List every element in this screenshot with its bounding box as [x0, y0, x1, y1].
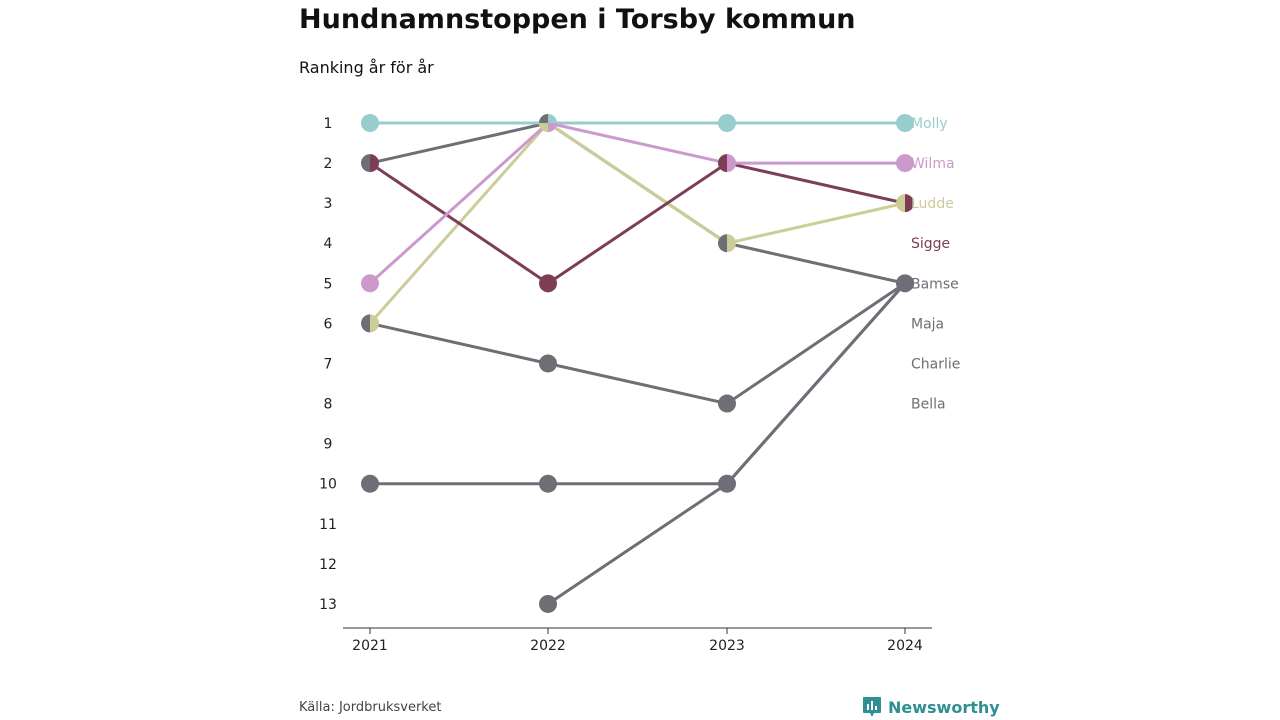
point-half: [361, 154, 370, 173]
brand-name: Newsworthy: [888, 697, 1000, 717]
chart-title: Hundnamnstoppen i Torsby kommun: [299, 4, 856, 35]
y-tick-label: 6: [324, 316, 333, 332]
point-half: [727, 154, 736, 173]
point-maja-2022: [539, 354, 557, 373]
point-half: [539, 123, 548, 132]
y-tick-label: 9: [324, 437, 333, 453]
chart-subtitle: Ranking år för år: [299, 58, 434, 77]
x-tick-label: 2022: [530, 638, 566, 654]
point-bamse-sigge-2021: [361, 154, 379, 173]
point-half: [718, 154, 727, 173]
point-wilma-2021: [361, 274, 379, 293]
point-half: [896, 194, 905, 213]
y-tick-label: 12: [319, 557, 337, 573]
point-molly-2023: [718, 114, 736, 132]
x-tick-label: 2023: [709, 638, 745, 654]
point-bella-charlie-2023: [718, 474, 736, 493]
point-ludde-sigge-2024: [896, 194, 914, 213]
point-half: [548, 123, 557, 132]
point-half: [905, 194, 914, 213]
series-line-maja: [369, 282, 906, 406]
point-half: [370, 314, 379, 333]
y-tick-label: 11: [319, 517, 337, 533]
end-label-ludde: Ludde: [911, 196, 954, 212]
end-label-bella: Bella: [911, 397, 946, 413]
y-tick-label: 1: [324, 116, 333, 132]
point-wilma-2024: [896, 154, 914, 173]
point-charlie-2021: [361, 474, 379, 493]
bar-chart-icon: [863, 697, 881, 717]
x-axis: 2021 2022 2023 2024: [352, 628, 923, 654]
series-line-charlie: [370, 282, 907, 486]
y-tick-label: 10: [319, 477, 337, 493]
series-line-wilma: [368, 121, 905, 285]
series-line-sigge: [369, 161, 906, 285]
series-points: [361, 114, 914, 613]
point-bamse-ludde-wilma-molly-2022: [539, 114, 557, 132]
point-half: [727, 234, 736, 253]
series-line-bamse: [369, 121, 906, 285]
point-half: [370, 154, 379, 173]
y-tick-label: 2: [324, 156, 333, 172]
y-tick-label: 13: [319, 597, 337, 613]
point-bella-2022: [539, 594, 557, 613]
point-half: [548, 114, 557, 123]
brand-logo: Newsworthy: [862, 696, 1000, 718]
point-sigge-2022: [539, 274, 557, 293]
point-maja-ludde-2021: [361, 314, 379, 333]
point-bella-charlie-maja-bamse-2024: [896, 274, 914, 293]
point-molly-2021: [361, 114, 379, 132]
series-lines: [368, 121, 907, 606]
end-label-molly: Molly: [911, 116, 948, 132]
x-tick-label: 2024: [887, 638, 923, 654]
end-labels: Molly Wilma Ludde Sigge Bamse Maja Charlie Bell…: [911, 116, 960, 413]
end-label-wilma: Wilma: [911, 156, 955, 172]
end-label-sigge: Sigge: [911, 236, 950, 252]
y-tick-label: 3: [324, 196, 333, 212]
end-label-maja: Maja: [911, 316, 944, 332]
point-maja-2023: [718, 394, 736, 413]
y-tick-label: 4: [324, 236, 333, 252]
y-tick-label: 7: [324, 356, 333, 372]
source-note: Källa: Jordbruksverket: [299, 700, 442, 715]
x-tick-label: 2021: [352, 638, 388, 654]
end-label-charlie: Charlie: [911, 356, 960, 372]
end-label-bamse: Bamse: [911, 276, 959, 292]
y-tick-label: 8: [324, 397, 333, 413]
point-half: [361, 314, 370, 333]
point-molly-2024: [896, 114, 914, 132]
point-bamse-ludde-2023: [718, 234, 736, 253]
point-half: [539, 114, 548, 123]
point-half: [718, 234, 727, 253]
series-line-bella: [547, 282, 907, 606]
point-sigge-wilma-2023: [718, 154, 736, 173]
point-charlie-2022: [539, 474, 557, 493]
y-tick-label: 5: [324, 276, 333, 292]
